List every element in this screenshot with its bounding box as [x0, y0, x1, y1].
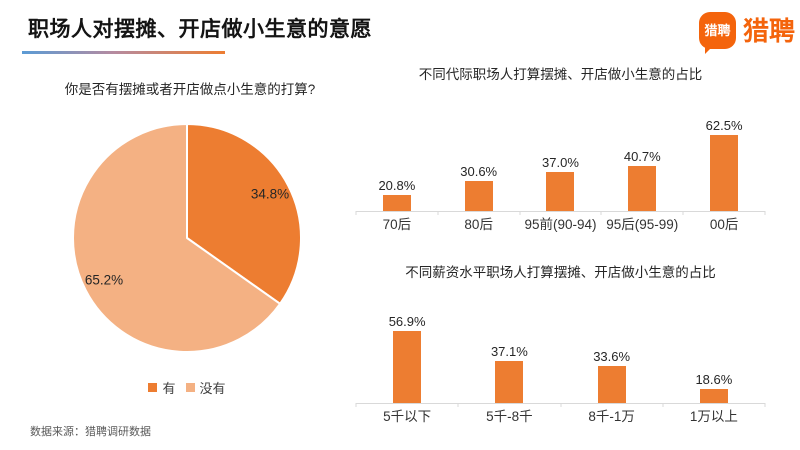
category-label: 95前(90-94): [524, 217, 597, 232]
pie-legend: 有 没有: [63, 378, 311, 397]
axis-tick: [355, 403, 357, 407]
bar-value-label: 56.9%: [388, 314, 426, 329]
liepin-logo-icon-text: 猎聘: [704, 23, 731, 38]
generation-chart-axis: 70后 80后 95前(90-94) 95后(95-99) 00后: [355, 211, 766, 233]
bar-slot: 56.9%: [356, 315, 458, 403]
category-label: 5千-8千: [486, 409, 533, 424]
title-underline: [22, 51, 225, 54]
bar: [699, 389, 728, 403]
salary-chart-axis: 5千以下 5千-8千 8千-1万 1万以上: [355, 403, 766, 425]
category-label: 00后: [709, 217, 739, 232]
category-label: 8千-1万: [588, 409, 635, 424]
generation-bar-chart: 不同代际职场人打算摆摊、开店做小生意的占比 20.8% 30.6% 37.0% 40.…: [355, 67, 766, 233]
bar: [710, 135, 739, 211]
pie-chart-title: 你是否有摆摊或者开店做点小生意的打算?: [64, 82, 316, 97]
liepin-logo: 猎聘 猎聘: [699, 12, 796, 54]
bar-value-label: 37.1%: [490, 344, 528, 359]
pie-slice-1: [72, 123, 282, 353]
salary-chart-plot: 56.9% 37.1% 33.6% 18.6%: [356, 284, 765, 403]
axis-tick: [437, 211, 439, 215]
bar-value-label: 33.6%: [593, 349, 631, 364]
bar: [393, 331, 422, 403]
bar-slot: 30.6%: [438, 165, 520, 211]
bar-value-label: 62.5%: [705, 118, 743, 133]
speech-bubble-tail-icon: [705, 45, 714, 54]
generation-chart-plot: 20.8% 30.6% 37.0% 40.7% 62.5%: [356, 86, 765, 211]
axis-tick: [519, 211, 521, 215]
bar: [495, 361, 524, 403]
generation-chart-title: 不同代际职场人打算摆摊、开店做小生意的占比: [418, 67, 703, 82]
axis-tick: [662, 403, 664, 407]
bar-value-label: 30.6%: [460, 164, 498, 179]
legend-swatch: [185, 383, 195, 392]
pie-chart: 34.8% 65.2%: [61, 112, 313, 364]
category-label: 5千以下: [383, 409, 432, 424]
axis-tick: [764, 403, 766, 407]
liepin-logo-wordmark: 猎聘: [743, 15, 796, 46]
axis-tick: [457, 403, 459, 407]
legend-item: 有: [148, 378, 176, 397]
bar-slot: 20.8%: [356, 179, 438, 211]
pie-slice-label: 65.2%: [85, 273, 123, 288]
bar-slot: 62.5%: [683, 119, 765, 211]
bar-slot: 18.6%: [663, 373, 765, 403]
bar-slot: 40.7%: [601, 150, 683, 211]
axis-tick: [682, 211, 684, 215]
pie-chart-svg: 34.8% 65.2%: [72, 123, 302, 353]
pie-slice-label: 34.8%: [251, 187, 289, 202]
axis-tick: [355, 211, 357, 215]
legend-label: 有: [162, 381, 176, 396]
data-source: 数据来源：猎聘调研数据: [30, 426, 151, 438]
axis-tick: [600, 211, 602, 215]
salary-bar-chart: 不同薪资水平职场人打算摆摊、开店做小生意的占比 56.9% 37.1% 33.6% 1…: [355, 265, 766, 425]
bar-slot: 37.0%: [520, 156, 602, 211]
category-label: 95后(95-99): [606, 217, 679, 232]
bar-slot: 33.6%: [561, 350, 663, 403]
bar-value-label: 40.7%: [623, 149, 661, 164]
bar-slot: 37.1%: [458, 345, 560, 403]
legend-label: 没有: [199, 381, 226, 396]
category-label: 70后: [382, 217, 412, 232]
bar: [597, 366, 626, 403]
page-title: 职场人对摆摊、开店做小生意的意愿: [28, 18, 372, 41]
bar-value-label: 18.6%: [695, 372, 733, 387]
legend-swatch: [148, 383, 158, 392]
bar-value-label: 20.8%: [378, 178, 416, 193]
bar: [628, 166, 657, 211]
category-label: 80后: [464, 217, 493, 232]
liepin-logo-icon: 猎聘: [699, 12, 736, 54]
category-label: 1万以上: [689, 409, 738, 424]
bar-value-label: 37.0%: [542, 155, 579, 170]
axis-tick: [764, 211, 766, 215]
bar: [382, 195, 411, 211]
bar: [464, 181, 493, 211]
legend-item: 没有: [185, 378, 226, 397]
salary-chart-title: 不同薪资水平职场人打算摆摊、开店做小生意的占比: [405, 265, 716, 280]
bar: [546, 172, 575, 211]
axis-tick: [560, 403, 561, 407]
pie-slice-0: [186, 123, 302, 305]
